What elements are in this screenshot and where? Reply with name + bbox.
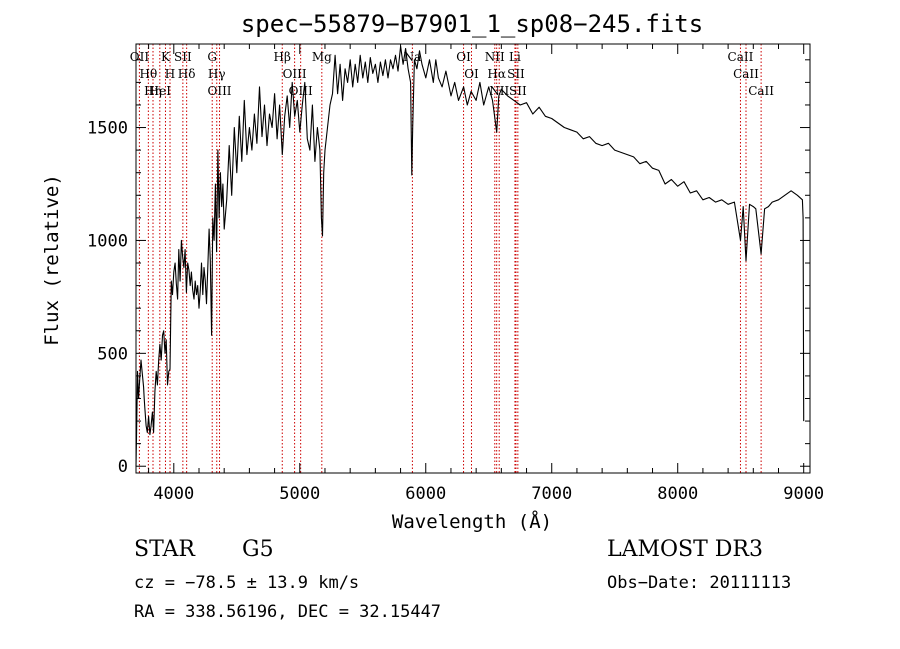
chart-title: spec−55879−B7901_1_sp08−245.fits — [241, 10, 703, 38]
redshift-velocity: cz = −78.5 ± 13.9 km/s — [134, 573, 360, 593]
spectral-line-label: H — [165, 67, 175, 81]
x-tick-label: 4000 — [153, 484, 194, 504]
spectral-line-label: OII — [130, 50, 150, 64]
spectral-line-label: Hβ — [274, 50, 291, 64]
spectral-line-markers — [138, 44, 762, 473]
x-tick-label: 7000 — [531, 484, 572, 504]
spectral-line-label: OIII — [283, 67, 307, 81]
observation-date: Obs−Date: 20111113 — [607, 573, 792, 593]
coordinates: RA = 338.56196, DEC = 32.15447 — [134, 602, 442, 622]
spectral-line-label: SII — [507, 67, 525, 81]
spectral-line-label: K — [161, 50, 171, 64]
spectral-line-label: OIII — [289, 84, 313, 98]
plot-axes — [135, 43, 811, 474]
x-axis-label: Wavelength (Å) — [392, 510, 552, 533]
spectral-line-label: CaII — [728, 50, 754, 64]
axis-ticks — [136, 44, 810, 473]
x-tick-label: 9000 — [783, 484, 824, 504]
spectral-line-label: HeI — [149, 84, 172, 98]
spectral-line-label: Hδ — [178, 67, 196, 81]
spectral-line-label: NII — [489, 84, 509, 98]
spectral-line-label: CaII — [733, 67, 759, 81]
spectral-line-label: Mg — [312, 50, 332, 64]
flux-line — [135, 45, 805, 467]
y-tick-label: 1500 — [87, 119, 128, 139]
y-tick-label: 500 — [97, 344, 128, 364]
spectral-line-label: Na — [404, 50, 422, 64]
spectral-line-label: SII — [509, 84, 527, 98]
object-class: STAR — [134, 537, 195, 562]
spectral-line-label: Hη — [144, 84, 162, 98]
flux-series — [135, 45, 805, 467]
y-tick-label: 1000 — [87, 231, 128, 251]
spectral-line-label: G — [207, 50, 217, 64]
y-tick-label: 0 — [118, 457, 128, 477]
spectral-line-label: Hα — [487, 67, 506, 81]
spectral-line-label: Hγ — [208, 67, 226, 81]
spectral-line-label: OI — [464, 67, 479, 81]
survey-name: LAMOST DR3 — [607, 537, 763, 562]
object-subclass: G5 — [242, 537, 274, 562]
spectral-line-label: OI — [456, 50, 471, 64]
plot-frame — [135, 43, 811, 474]
y-axis-label: Flux (relative) — [41, 174, 63, 346]
x-tick-label: 5000 — [279, 484, 320, 504]
spectral-line-label: Hθ — [139, 67, 157, 81]
spectral-line-label: NII — [485, 50, 505, 64]
spectral-line-label: SII — [174, 50, 192, 64]
axis-tick-labels: 4000 5000 6000 7000 8000 9000 0 500 1000 1500 — [87, 119, 824, 504]
x-tick-label: 8000 — [657, 484, 698, 504]
spectral-line-label: CaII — [748, 84, 774, 98]
spectral-line-label: Li — [509, 50, 521, 64]
x-tick-label: 6000 — [405, 484, 446, 504]
spectral-line-label: OIII — [207, 84, 231, 98]
